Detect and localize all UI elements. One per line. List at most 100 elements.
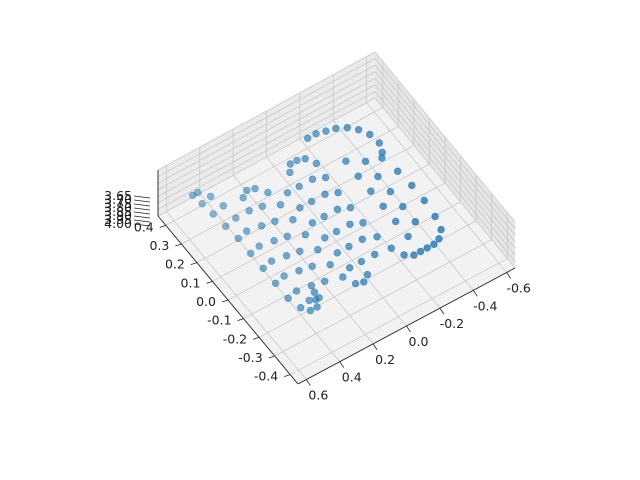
x-tick-mark bbox=[472, 290, 478, 297]
scatter-point bbox=[321, 234, 329, 242]
scatter-point bbox=[437, 225, 445, 234]
scatter-point bbox=[234, 234, 243, 243]
y-gridline bbox=[212, 163, 430, 282]
scatter-point bbox=[292, 287, 301, 295]
scatter-point bbox=[257, 222, 266, 230]
z-gridline-left bbox=[157, 71, 376, 191]
scatter-point bbox=[351, 279, 360, 288]
z-gridline-right bbox=[374, 58, 516, 229]
scatter-point bbox=[286, 160, 294, 168]
scatter-point bbox=[306, 306, 315, 315]
scatter-point bbox=[282, 252, 291, 260]
z-tick-mark bbox=[133, 199, 151, 203]
scatter-point bbox=[435, 235, 443, 243]
x-tick-label: -0.4 bbox=[473, 298, 497, 313]
scatter-point bbox=[305, 296, 313, 305]
scatter-point bbox=[420, 196, 428, 205]
scatter-point bbox=[345, 242, 353, 251]
z-gridline-right bbox=[374, 91, 516, 262]
scatter-point bbox=[308, 262, 316, 270]
scatter-point bbox=[307, 282, 316, 290]
scatter-point bbox=[354, 125, 363, 134]
z-tick-label: 4.00 bbox=[104, 216, 132, 231]
scatter-point bbox=[189, 191, 197, 200]
scatter-point bbox=[198, 200, 206, 208]
y-tick-label: -0.1 bbox=[207, 313, 231, 328]
scatter-point bbox=[346, 264, 354, 272]
scatter-point bbox=[334, 188, 342, 197]
y-tick-label: 0.2 bbox=[165, 257, 185, 272]
scatter-point bbox=[219, 202, 228, 210]
x-tick-label: -0.2 bbox=[440, 316, 464, 331]
scatter-point bbox=[394, 167, 402, 175]
scatter-point bbox=[209, 210, 217, 218]
x-tick-label: 0.2 bbox=[375, 352, 395, 367]
scatter-point bbox=[431, 212, 439, 221]
scatter-point bbox=[293, 156, 301, 165]
scatter-point bbox=[357, 257, 366, 266]
y-gridline bbox=[290, 258, 508, 376]
scatter-point bbox=[411, 218, 419, 226]
z-gridline-left bbox=[157, 91, 376, 210]
z-tick-label: 3.85 bbox=[104, 204, 132, 219]
scatter-point bbox=[295, 182, 303, 191]
scatter-point bbox=[423, 244, 431, 252]
scatter-point bbox=[354, 172, 362, 180]
y-tick-mark bbox=[284, 374, 291, 378]
scatter-point bbox=[284, 294, 292, 302]
z-gridline-left bbox=[157, 84, 376, 204]
z-tick-label: 3.90 bbox=[104, 208, 132, 223]
scatter-point bbox=[243, 227, 251, 235]
scatter-point bbox=[371, 250, 379, 259]
scatter-point bbox=[308, 219, 317, 227]
scatter-point bbox=[375, 139, 383, 147]
z-gridline-left bbox=[157, 64, 376, 184]
chart-axes: -0.6 -0.4 -0.2 0.0 0.2 0.4 0.6 -0.4 -0.3 -0.2 -0.1… bbox=[104, 170, 531, 403]
scatter-point bbox=[283, 189, 292, 197]
scatter-point bbox=[363, 270, 372, 279]
z-gridline-left bbox=[157, 77, 376, 197]
scatter-point bbox=[343, 123, 351, 132]
y-tick-mark bbox=[268, 355, 275, 359]
scatter-point bbox=[295, 267, 303, 275]
scatter-point bbox=[245, 207, 253, 215]
scatter-point bbox=[408, 181, 416, 190]
y-tick-mark bbox=[190, 262, 198, 266]
z-gridline-right bbox=[374, 64, 516, 236]
scatter-point bbox=[308, 175, 317, 183]
y-gridline bbox=[227, 182, 446, 301]
y-tick-mark bbox=[206, 280, 213, 284]
scatter-point bbox=[255, 242, 263, 250]
scatter-point bbox=[258, 202, 267, 211]
x-tick-label: -0.6 bbox=[506, 280, 530, 295]
scatter-point bbox=[310, 288, 319, 296]
x-tick-mark bbox=[306, 379, 311, 386]
scatter-point bbox=[379, 202, 387, 211]
y-tick-label: 0.0 bbox=[196, 294, 216, 309]
scatter-point bbox=[271, 217, 279, 226]
x-tick-mark bbox=[339, 361, 345, 368]
scatter-point bbox=[321, 277, 329, 285]
y-gridline bbox=[196, 144, 415, 264]
x-tick-mark bbox=[439, 307, 445, 315]
z-gridline-left bbox=[157, 97, 376, 217]
y-tick-mark bbox=[159, 224, 166, 228]
scatter-point bbox=[251, 184, 259, 193]
scatter-point bbox=[297, 304, 305, 312]
scatter-point bbox=[270, 237, 278, 245]
z-tick-label: 3.95 bbox=[104, 212, 132, 227]
y-tick-label: 0.3 bbox=[149, 238, 169, 253]
z-tick-mark bbox=[133, 219, 151, 223]
scatter-point bbox=[416, 247, 425, 256]
scatter-point bbox=[342, 157, 350, 165]
z-tick-mark bbox=[133, 211, 151, 215]
z-tick-label: 3.75 bbox=[104, 196, 132, 211]
scatter-point bbox=[312, 130, 320, 138]
scatter-point bbox=[206, 192, 215, 201]
scatter-point bbox=[359, 219, 367, 227]
z-gridline-right bbox=[374, 97, 516, 269]
scatter-point bbox=[374, 172, 382, 181]
scatter-point bbox=[283, 232, 291, 241]
scatter-point bbox=[243, 186, 251, 195]
z-gridline-right bbox=[374, 71, 516, 242]
